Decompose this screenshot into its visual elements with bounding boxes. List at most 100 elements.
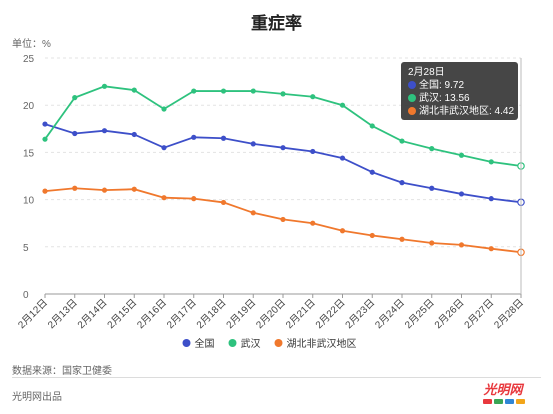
- legend-swatch: [274, 339, 283, 347]
- x-tick-label: 2月12日: [16, 297, 50, 331]
- y-tick-label: 5: [23, 243, 29, 254]
- x-tick-label: 2月24日: [373, 297, 407, 331]
- data-point: [220, 199, 227, 206]
- data-point: [250, 88, 256, 94]
- y-tick-label: 15: [23, 148, 35, 159]
- x-tick-label: 2月15日: [105, 297, 139, 331]
- legend-label: 湖北非武汉地区: [287, 337, 357, 350]
- x-tick-label: 2月23日: [343, 297, 377, 331]
- data-point: [161, 195, 167, 201]
- x-tick-label: 2月16日: [135, 297, 169, 331]
- legend-item-2[interactable]: 湖北非武汉地区: [274, 337, 357, 350]
- tooltip-swatch: [408, 94, 416, 102]
- data-point: [310, 94, 316, 100]
- x-tick-label: 2月13日: [45, 297, 79, 331]
- data-point: [42, 188, 48, 194]
- data-point: [369, 232, 375, 239]
- data-point: [72, 95, 78, 101]
- x-tick-label: 2月28日: [492, 297, 526, 331]
- data-point: [429, 185, 435, 191]
- data-point: [339, 228, 346, 234]
- data-point: [250, 141, 256, 147]
- tooltip-swatch: [408, 81, 416, 89]
- data-point: [399, 236, 405, 242]
- data-point: [191, 88, 197, 94]
- data-point: [101, 187, 108, 193]
- data-point: [161, 145, 167, 151]
- data-point: [310, 220, 316, 226]
- logo-mark: [494, 399, 503, 404]
- data-point: [458, 191, 465, 197]
- x-tick-label: 2月21日: [283, 297, 317, 331]
- x-tick-label: 2月14日: [75, 297, 109, 331]
- legend-swatch: [228, 339, 237, 347]
- data-point: [101, 128, 108, 134]
- data-point: [399, 138, 405, 144]
- unit-label: 单位：%: [12, 39, 51, 50]
- data-point: [131, 186, 137, 192]
- tooltip-box: [401, 62, 518, 120]
- gmw-logo: 光明网: [482, 382, 525, 404]
- data-point: [399, 180, 405, 186]
- x-tick-label: 2月19日: [224, 297, 258, 331]
- data-point: [458, 152, 465, 158]
- x-tick-label: 2月26日: [432, 297, 466, 331]
- data-point: [72, 185, 78, 191]
- data-point: [161, 106, 167, 112]
- data-point: [458, 242, 465, 248]
- y-tick-label: 25: [23, 54, 35, 65]
- data-point: [369, 123, 375, 129]
- y-tick-label: 20: [23, 101, 35, 112]
- footer-divider: [12, 377, 541, 378]
- data-point: [280, 145, 286, 151]
- data-point: [131, 87, 137, 93]
- brand-label: 光明网出品: [12, 392, 62, 403]
- tooltip-line: 全国: 9.72: [419, 78, 464, 91]
- legend-label: 全国: [195, 337, 215, 350]
- legend[interactable]: 全国 武汉 湖北非武汉地区: [182, 337, 357, 350]
- data-point: [220, 135, 227, 141]
- data-point: [369, 169, 375, 175]
- x-tick-label: 2月20日: [254, 297, 288, 331]
- data-point: [310, 148, 316, 155]
- data-point: [488, 246, 494, 252]
- data-point: [42, 121, 48, 127]
- legend-item-0[interactable]: 全国: [182, 337, 215, 350]
- tooltip-line: 湖北非武汉地区: 4.42: [419, 104, 514, 117]
- data-point: [280, 216, 286, 223]
- tooltip-line: 武汉: 13.56: [419, 91, 470, 104]
- y-tick-label: 10: [23, 196, 35, 207]
- data-point: [42, 136, 48, 142]
- logo-marks: [483, 399, 525, 404]
- x-tick-label: 2月25日: [402, 297, 436, 331]
- tooltip-swatch: [408, 107, 416, 115]
- data-point: [250, 210, 256, 216]
- logo-text: 光明网: [482, 382, 524, 397]
- data-point: [72, 130, 78, 137]
- data-point: [429, 240, 435, 246]
- y-tick-label: 0: [23, 290, 29, 301]
- data-point: [339, 155, 346, 161]
- data-point: [220, 88, 227, 94]
- legend-label: 武汉: [241, 337, 261, 350]
- data-point: [339, 102, 346, 108]
- tooltip-title: 2月28日: [408, 66, 445, 78]
- series-lines: [42, 83, 525, 257]
- logo-mark: [483, 399, 492, 404]
- x-tick-label: 2月18日: [194, 297, 228, 331]
- data-point: [191, 134, 197, 140]
- data-point: [101, 83, 108, 89]
- legend-item-1[interactable]: 武汉: [228, 337, 261, 350]
- x-tick-label: 2月22日: [313, 297, 347, 331]
- x-tick-label: 2月17日: [164, 297, 198, 331]
- chart-title: 重症率: [251, 14, 302, 33]
- x-tick-label: 2月27日: [462, 297, 496, 331]
- data-source: 数据来源：国家卫健委: [12, 366, 112, 377]
- legend-swatch: [182, 339, 191, 347]
- data-point: [280, 91, 286, 97]
- logo-mark: [516, 399, 525, 404]
- line-chart[interactable]: 0 5 10 15 20 25 2月12日2月13日2月14日2月15日2月16日2月17日…: [0, 0, 553, 360]
- data-point: [191, 196, 197, 202]
- data-point: [488, 196, 494, 202]
